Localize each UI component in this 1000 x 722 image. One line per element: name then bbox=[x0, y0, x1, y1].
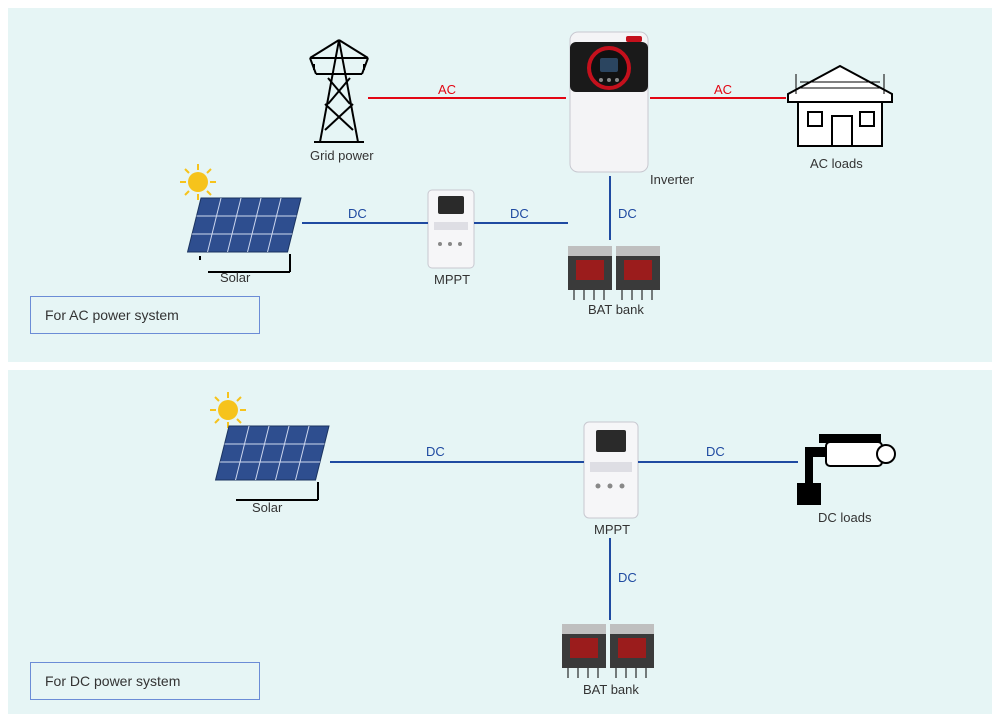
wire-label-dc5: DC bbox=[706, 444, 725, 459]
acloads-label: AC loads bbox=[810, 156, 863, 171]
wire-label-dc6: DC bbox=[618, 570, 637, 585]
wire-label-ac1: AC bbox=[438, 82, 456, 97]
bat-label: BAT bank bbox=[588, 302, 644, 317]
grid-label: Grid power bbox=[310, 148, 374, 163]
mppt-label: MPPT bbox=[434, 272, 470, 287]
dc-title-box: For DC power system bbox=[30, 662, 260, 700]
inverter-label: Inverter bbox=[650, 172, 694, 187]
wire-label-dc1: DC bbox=[348, 206, 367, 221]
bat-label-2: BAT bank bbox=[583, 682, 639, 697]
solar-label-2: Solar bbox=[252, 500, 282, 515]
wire-label-dc2: DC bbox=[510, 206, 529, 221]
wire-label-dc3: DC bbox=[618, 206, 637, 221]
wire-label-ac2: AC bbox=[714, 82, 732, 97]
wire-label-dc4: DC bbox=[426, 444, 445, 459]
dc-system-panel: Solar MPPT DC loads bbox=[8, 370, 992, 714]
solar-label: Solar bbox=[220, 270, 250, 285]
ac-system-panel: Grid power Inverter AC loads bbox=[8, 8, 992, 362]
dcloads-label: DC loads bbox=[818, 510, 871, 525]
mppt-label-2: MPPT bbox=[594, 522, 630, 537]
ac-title-box: For AC power system bbox=[30, 296, 260, 334]
